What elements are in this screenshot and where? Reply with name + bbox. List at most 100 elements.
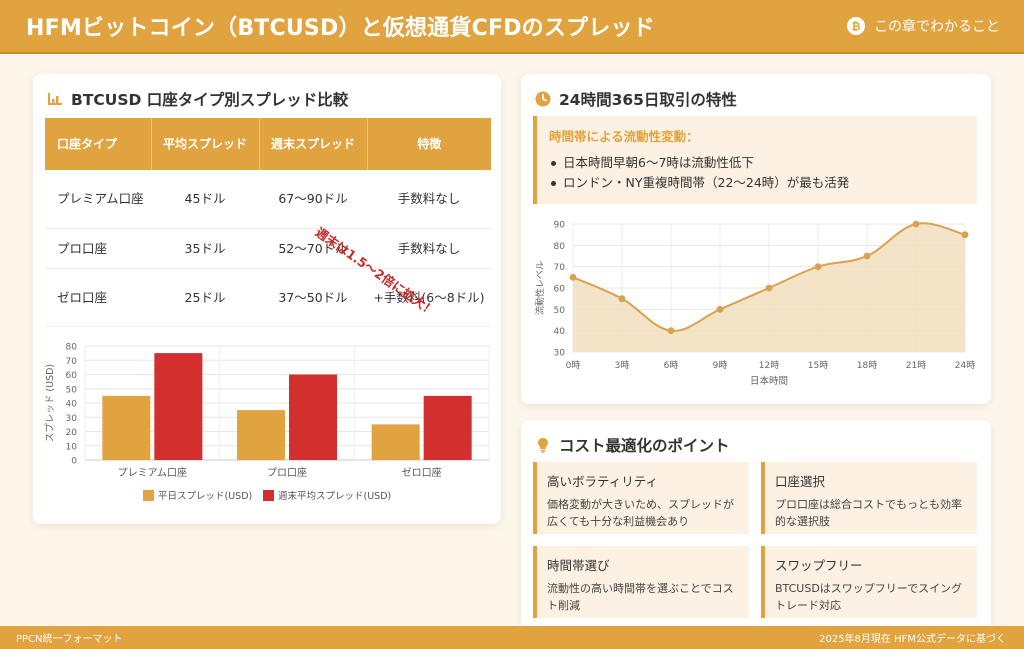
point-high-volatility: 高いボラティリティ 価格変動が大きいため、スプレッドが広くても十分な利益機会あり <box>533 462 749 534</box>
x-tick-label: 24時 <box>955 360 975 371</box>
y-tick-label: 70 <box>66 357 78 367</box>
cell-features: 手数料なし <box>367 228 491 269</box>
cell-average-spread: 25ドル <box>151 268 259 327</box>
liquidity-card-title-text: 24時間365日取引の特性 <box>559 91 737 109</box>
cell-average-spread: 35ドル <box>151 228 259 269</box>
y-tick-label: 60 <box>66 371 78 381</box>
legend-swatch <box>263 490 274 501</box>
table-row: ゼロ口座 25ドル 37〜50ドル +手数料(6〜8ドル) <box>45 268 491 327</box>
th-features: 特徴 <box>367 118 491 170</box>
x-tick-label: 18時 <box>857 360 877 371</box>
lightbulb-icon <box>538 438 548 453</box>
spread-comparison-card: BTCUSD 口座タイプ別スプレッド比較 口座タイプ 平均スプレッド 週末スプレ… <box>33 74 501 524</box>
table-row: プロ口座 35ドル 52〜70ドル 手数料なし <box>45 228 491 269</box>
data-point <box>863 252 871 260</box>
x-tick-label: 6時 <box>664 360 679 371</box>
legend-swatch <box>143 490 154 501</box>
x-tick-label: 3時 <box>615 360 630 371</box>
point-account-choice: 口座選択 プロ口座は総合コストでもっとも効率的な選択肢 <box>761 462 977 534</box>
cell-features: +手数料(6〜8ドル) <box>367 268 491 327</box>
spread-bar-chart: 0 10 20 30 40 50 60 70 80 プレミアム口座 プロ口座 ゼロ口座 スプレッド (U… <box>45 343 490 502</box>
list-item: ロンドン・NY重複時間帯（22〜24時）が最も活発 <box>549 173 965 193</box>
y-tick-label: 30 <box>554 349 566 359</box>
point-title: スワップフリー <box>775 558 863 573</box>
bitcoin-icon: ₿ <box>847 17 865 35</box>
x-tick-label: 15時 <box>808 360 828 371</box>
y-axis-label: 流動性レベル <box>534 261 546 315</box>
x-tick-label: 9時 <box>713 360 728 371</box>
table-row: プレミアム口座 45ドル 67〜90ドル 手数料なし <box>45 170 491 229</box>
bar <box>102 395 151 460</box>
point-desc: 価格変動が大きいため、スプレッドが広くても十分な利益機会あり <box>547 498 734 528</box>
liquidity-info-box: 時間帯による流動性変動： 日本時間早朝6〜7時は流動性低下 ロンドン・NY重複時… <box>533 116 977 204</box>
cell-account-type: プロ口座 <box>45 228 151 269</box>
cell-account-type: プレミアム口座 <box>45 170 151 229</box>
liquidity-area-chart: 30 40 50 60 70 80 90 0時 3時 6時 9時 12時 15時 18時 21時 24時日本時… <box>534 220 975 388</box>
point-desc: プロ口座は総合コストでもっとも効率的な選択肢 <box>775 498 962 528</box>
th-average-spread: 平均スプレッド <box>151 118 260 170</box>
spread-card-title: BTCUSD 口座タイプ別スプレッド比較 <box>47 88 348 110</box>
legend-label: 平日スプレッド(USD) <box>158 491 252 502</box>
liquidity-card: 24時間365日取引の特性 時間帯による流動性変動： 日本時間早朝6〜7時は流動… <box>521 74 991 404</box>
y-tick-label: 70 <box>554 263 566 273</box>
page-title: HFMビットコイン（BTCUSD）と仮想通貨CFDのスプレッド <box>26 16 655 41</box>
point-title: 高いボラティリティ <box>547 474 659 489</box>
data-point <box>716 305 724 313</box>
cost-card-title-text: コスト最適化のポイント <box>559 437 730 455</box>
table-header-row: 口座タイプ 平均スプレッド 週末スプレッド 特徴 <box>45 118 491 170</box>
y-axis-label: スプレッド (USD) <box>45 364 56 442</box>
point-swap-free: スワップフリー BTCUSDはスワップフリーでスイングトレード対応 <box>761 546 977 618</box>
info-heading: 時間帯による流動性変動： <box>549 129 699 144</box>
bar-legend: 平日スプレッド(USD) 週末平均スプレッド(USD) <box>143 490 391 502</box>
data-point <box>961 231 969 239</box>
area-fill <box>573 223 965 352</box>
data-point <box>912 220 920 228</box>
footer-format-label: PPCN統一フォーマット <box>16 634 123 645</box>
y-tick-label: 40 <box>554 327 566 337</box>
list-item: 日本時間早朝6〜7時は流動性低下 <box>549 153 965 173</box>
y-tick-label: 40 <box>66 400 78 410</box>
cell-average-spread: 45ドル <box>151 170 259 229</box>
liquidity-card-title: 24時間365日取引の特性 <box>535 88 737 110</box>
cell-weekend-spread: 67〜90ドル <box>259 170 367 229</box>
info-list: 日本時間早朝6〜7時は流動性低下 ロンドン・NY重複時間帯（22〜24時）が最も… <box>549 153 965 193</box>
th-account-type: 口座タイプ <box>45 118 152 170</box>
y-tick-label: 80 <box>66 343 78 353</box>
data-point <box>765 284 773 292</box>
data-point <box>667 327 675 335</box>
cost-optimization-card: コスト最適化のポイント 高いボラティリティ 価格変動が大きいため、スプレッドが広… <box>521 420 991 626</box>
cost-card-title: コスト最適化のポイント <box>535 434 730 456</box>
data-point <box>618 295 626 303</box>
x-tick-label: ゼロ口座 <box>402 466 442 479</box>
y-tick-label: 50 <box>554 306 566 316</box>
clock-icon <box>535 91 551 107</box>
y-tick-label: 90 <box>554 221 566 231</box>
chapter-summary-label: この章でわかること <box>874 19 1000 35</box>
spread-table: 口座タイプ 平均スプレッド 週末スプレッド 特徴 プレミアム口座 45ドル 67… <box>45 118 491 327</box>
footer-source-note: 2025年8月現在 HFM公式データに基づく <box>819 634 1006 645</box>
point-title: 口座選択 <box>775 474 826 489</box>
page-footer: PPCN統一フォーマット 2025年8月現在 HFM公式データに基づく <box>0 626 1024 649</box>
point-desc: BTCUSDはスワップフリーでスイングトレード対応 <box>775 582 963 612</box>
bar-grid <box>84 345 490 461</box>
bar <box>371 424 420 460</box>
y-tick-label: 0 <box>71 457 77 467</box>
cell-weekend-spread: 37〜50ドル <box>259 268 367 327</box>
x-tick-label: プレミアム口座 <box>118 466 187 479</box>
x-tick-label: 0時 <box>566 360 581 371</box>
page-header: HFMビットコイン（BTCUSD）と仮想通貨CFDのスプレッド ₿ この章でわか… <box>0 0 1024 54</box>
y-tick-label: 60 <box>554 285 566 295</box>
cell-features: 手数料なし <box>367 170 491 229</box>
th-weekend-spread: 週末スプレッド <box>259 118 368 170</box>
spread-card-title-text: BTCUSD 口座タイプ別スプレッド比較 <box>71 91 349 109</box>
y-tick-label: 80 <box>554 242 566 252</box>
bar-chart-icon <box>48 93 62 105</box>
x-tick-label: 21時 <box>906 360 926 371</box>
point-time-choice: 時間帯選び 流動性の高い時間帯を選ぶことでコスト削減 <box>533 546 749 618</box>
bar <box>423 395 472 460</box>
bar <box>237 410 285 460</box>
y-tick-label: 30 <box>66 414 78 424</box>
x-tick-label: プロ口座 <box>267 466 307 479</box>
bar <box>154 353 203 460</box>
chapter-summary-link[interactable]: ₿ この章でわかること <box>847 16 1000 36</box>
